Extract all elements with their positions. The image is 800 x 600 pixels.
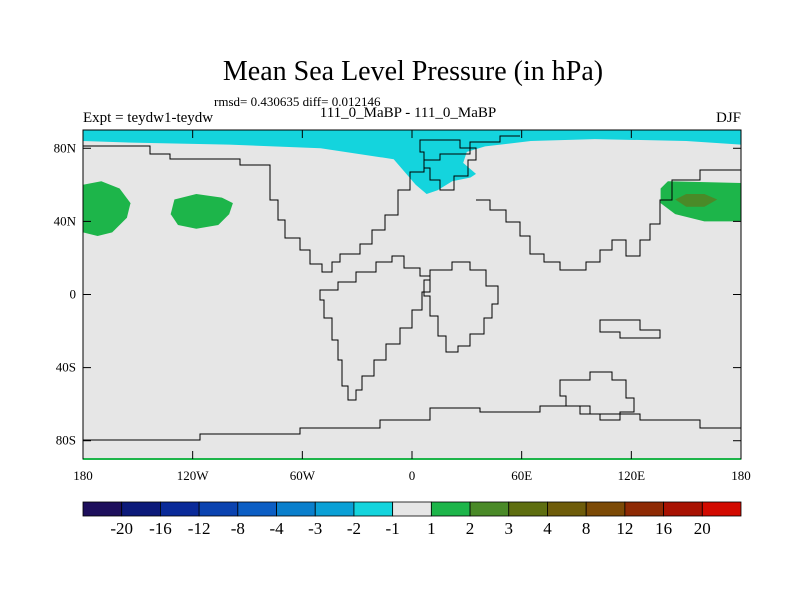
y-tick-label: 80S (56, 433, 76, 448)
colorbar-swatch (701, 501, 742, 517)
colorbar-label: 1 (427, 519, 436, 538)
y-tick-label: 40S (56, 360, 76, 375)
region-north-pacific-east (170, 194, 233, 229)
colorbar-swatch (585, 501, 626, 517)
colorbar-label: 20 (694, 519, 711, 538)
colorbar-label: 16 (655, 519, 672, 538)
coastlines (83, 135, 741, 441)
colorbar-label: -3 (308, 519, 322, 538)
colorbar-label: 3 (505, 519, 514, 538)
x-tick-label: 0 (409, 468, 416, 483)
x-tick-label: 180 (73, 468, 93, 483)
colorbar-swatch (314, 501, 355, 517)
colorbar-swatch (663, 501, 703, 517)
chart-subtitle: rmsd= 0.430635 diff= 0.012146 (214, 94, 381, 109)
colorbar-label: 2 (466, 519, 475, 538)
coastline-europe-asia (476, 169, 741, 271)
colorbar-label: -2 (347, 519, 361, 538)
colorbar-swatch (624, 501, 664, 517)
region-north-pacific-core (675, 194, 718, 207)
coastline-greenland (419, 139, 477, 191)
region-north-pole-anomaly (83, 130, 741, 194)
period-label: 111_0_MaBP - 111_0_MaBP (319, 105, 497, 121)
chart-title: Mean Sea Level Pressure (in hPa) (222, 56, 604, 87)
x-tick-label: 120W (177, 468, 210, 483)
colorbar-label: 4 (543, 519, 552, 538)
y-tick-label: 40N (54, 213, 77, 228)
coastline-africa (423, 261, 499, 353)
colorbar-swatch (160, 501, 200, 517)
anomaly-regions (83, 130, 741, 236)
x-tick-label: 60W (290, 468, 316, 483)
colorbar-label: -16 (149, 519, 172, 538)
coastline-north-america (83, 135, 520, 273)
colorbar-label: 12 (616, 519, 633, 538)
coastline-indonesia (599, 319, 661, 339)
x-tick-label: 180 (731, 468, 751, 483)
colorbar-swatch (237, 501, 277, 517)
region-north-pacific-west (83, 181, 131, 236)
colorbar-swatch (547, 501, 587, 517)
y-tick-label: 80N (54, 140, 77, 155)
colorbar-label: -4 (269, 519, 284, 538)
colorbar-swatch (392, 501, 432, 517)
colorbar-label: -20 (110, 519, 133, 538)
coastline-antarctica (83, 405, 741, 441)
colorbar: -20 -16 -12 -8 -4 -3 -2 -1 1 2 3 4 8 12 16 20 (82, 501, 742, 538)
colorbar-label: -8 (231, 519, 245, 538)
colorbar-swatch (121, 501, 161, 517)
experiment-label: Expt = teydw1-teydw (83, 110, 214, 126)
colorbar-label: -1 (386, 519, 400, 538)
map-background (83, 130, 741, 459)
y-tick-label: 0 (70, 287, 77, 302)
colorbar-label: -12 (188, 519, 211, 538)
colorbar-swatch (82, 501, 123, 517)
colorbar-swatch (430, 501, 471, 517)
colorbar-label: 8 (582, 519, 591, 538)
coastline-south-america (319, 255, 431, 401)
x-tick-label: 120E (618, 468, 646, 483)
colorbar-swatch (469, 501, 510, 517)
colorbar-swatch (198, 501, 239, 517)
colorbar-swatch (508, 501, 548, 517)
x-tick-label: 60E (511, 468, 532, 483)
season-label: DJF (715, 110, 741, 126)
colorbar-swatch (276, 501, 316, 517)
axis-ticks: 180 120W 60W 0 60E 120E 180 80N 40N 0 40S 80S (54, 130, 751, 483)
colorbar-swatch (353, 501, 394, 517)
